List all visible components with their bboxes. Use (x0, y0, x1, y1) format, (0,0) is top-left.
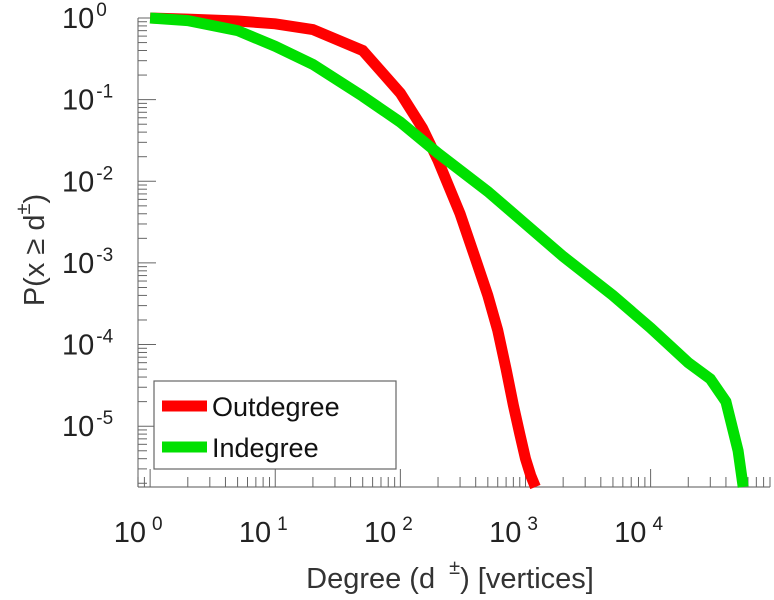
legend-label-indegree: Indegree (212, 433, 319, 463)
y-tick-label: 10 -1 (62, 82, 113, 117)
series-line-indegree (149, 12, 749, 488)
x-tick-label: 10 1 (239, 514, 288, 549)
series-layer (149, 12, 749, 490)
y-tick-label: 10 0 (62, 0, 107, 35)
plot-area (137, 18, 770, 488)
x-tick-label: 10 0 (114, 514, 163, 549)
y-tick-label: 10 -5 (62, 408, 113, 443)
legend-label-outdegree: Outdegree (212, 392, 340, 422)
x-tick-label: 10 4 (614, 514, 663, 549)
x-tick-labels: 10 0 10 1 10 2 10 3 10 4 (114, 514, 664, 549)
x-axis-label: Degree (d ±) [vertices] (306, 557, 594, 595)
series-line-outdegree (149, 12, 541, 490)
y-axis-label: P(x ≥ d±) (13, 194, 51, 306)
axis-ticks (137, 17, 771, 487)
y-tick-label: 10 -2 (62, 163, 113, 198)
x-tick-label: 10 2 (364, 514, 413, 549)
legend-box (153, 380, 397, 470)
x-tick-label: 10 3 (489, 514, 538, 549)
y-tick-label: 10 -4 (62, 327, 114, 362)
y-tick-label: 10 -3 (62, 245, 113, 280)
legend: Outdegree Indegree (153, 380, 397, 470)
